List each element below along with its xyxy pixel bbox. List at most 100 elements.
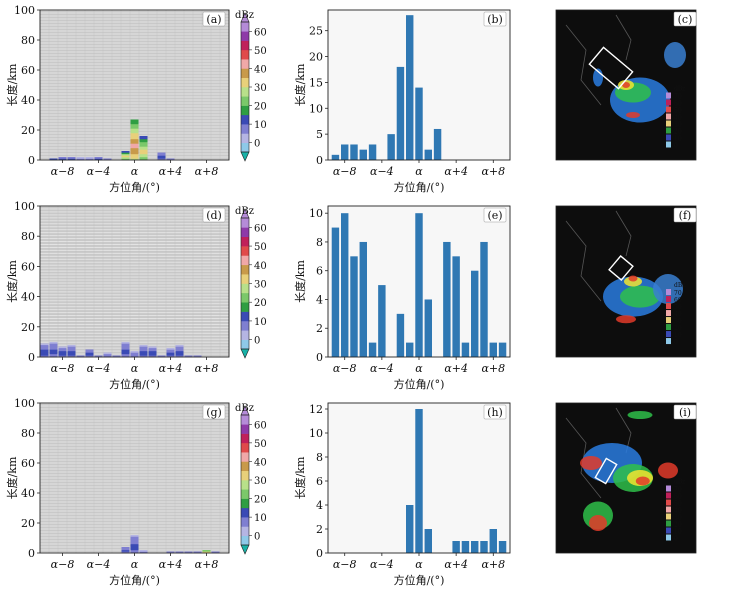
y-axis-label: 长度/km [5,260,19,303]
boundary-line [565,24,602,106]
reflectivity-cell [139,347,148,350]
reflectivity-cell [67,158,76,161]
reflectivity-cell [49,352,58,355]
y-tick-label: 40 [21,291,35,304]
heatmap-panel-a: α−8 α−4 α α+4 α+8 0 20 40 60 80 100 方位角/(°) 长度/km (a) [5,4,230,194]
reflectivity-cell [130,134,139,137]
bar [443,241,451,357]
echo-region [626,112,640,118]
y-tick-label: 6 [316,475,323,488]
reflectivity-cell [130,133,139,135]
reflectivity-cell [130,157,139,159]
echo-region [580,456,602,470]
reflectivity-cell [130,146,139,149]
x-tick-label: α+8 [195,362,219,375]
y-tick-label: 0 [316,351,323,364]
colorbar-segment [241,96,249,106]
echo-region [627,411,653,419]
reflectivity-cell [175,353,184,356]
reflectivity-cell [130,145,139,147]
reflectivity-cell [49,344,58,347]
x-tick-label: α−4 [370,558,394,571]
reflectivity-cell [130,119,139,122]
legend-tick-label: 50 [674,304,682,311]
legend-tick-label: 20 [674,129,682,136]
legend-swatch [666,485,671,492]
colorbar-segment [241,87,249,97]
panel-label: (c) [678,13,693,26]
reflectivity-cell [139,143,148,146]
colorbar-segment [241,424,249,434]
reflectivity-cell [130,137,139,140]
reflectivity-cell [166,158,175,161]
bar [415,87,423,160]
bar-panel-h: α−8 α−4 α α+4 α+8 0 2 4 6 8 10 12 方位角/(°) 长度/km (h) [293,402,511,587]
y-tick-label: 80 [21,230,35,243]
reflectivity-cell [121,343,130,346]
echo-region [635,476,650,486]
legend-swatch [666,303,671,310]
reflectivity-cell [130,154,139,156]
reflectivity-cell [130,148,139,150]
colorbar-segment [241,31,249,41]
x-tick-label: α+8 [481,558,505,571]
reflectivity-cell [49,346,58,349]
reflectivity-cell [58,157,67,159]
reflectivity-cell [85,353,94,356]
reflectivity-cell [58,349,67,352]
colorbar-segment [241,517,249,527]
legend-tick-label: 60 [674,297,682,304]
bar [341,213,349,357]
legend-swatch [666,310,671,317]
legend-swatch [666,134,671,141]
colorbar-segment [241,49,249,60]
echo-region [620,285,660,308]
colorbar-tick-label: 50 [254,242,267,253]
legend-swatch [666,92,671,99]
reflectivity-cell [139,140,148,143]
colorbar-tick-label: 40 [254,261,267,272]
reflectivity-cell [67,346,76,349]
legend-swatch [666,527,671,534]
reflectivity-cell [175,352,184,355]
reflectivity-cell [130,538,139,540]
x-tick-label: α−8 [333,362,357,375]
reflectivity-cell [166,551,175,554]
y-axis-label: 长度/km [293,260,307,303]
reflectivity-cell [94,355,103,358]
bar [461,342,470,357]
reflectivity-cell [157,154,166,156]
colorbar-segment [241,526,249,537]
reflectivity-cell [139,152,148,155]
colorbar-segment [241,255,249,266]
bar [396,66,405,160]
colorbar-segment [241,227,249,238]
reflectivity-cell [40,343,49,346]
reflectivity-cell [139,155,148,158]
x-tick-label: α−4 [87,362,111,375]
reflectivity-cell [157,152,166,155]
reflectivity-cell [166,352,175,355]
boundary-line [565,220,602,302]
legend-swatch [666,324,671,331]
legend-tick-label: 70 [674,487,682,494]
reflectivity-cell [121,551,130,554]
heatmap-panel-g: α−8 α−4 α α+4 α+8 0 20 40 60 80 100 方位角/(°) 长度/km (g) [5,397,230,587]
reflectivity-cell [148,350,157,353]
bar [387,134,395,160]
reflectivity-cell [121,346,130,349]
x-tick-label: α+4 [159,362,183,375]
bar [341,144,349,160]
colorbar-segment [241,433,249,444]
reflectivity-cell [130,542,139,545]
colorbar-segment [241,124,249,134]
colorbar-segment [241,415,249,425]
radar-frame [555,402,697,554]
reflectivity-cell [121,355,130,358]
x-tick-label: α−4 [87,558,111,571]
colorbar-tick-label: 0 [254,336,260,347]
